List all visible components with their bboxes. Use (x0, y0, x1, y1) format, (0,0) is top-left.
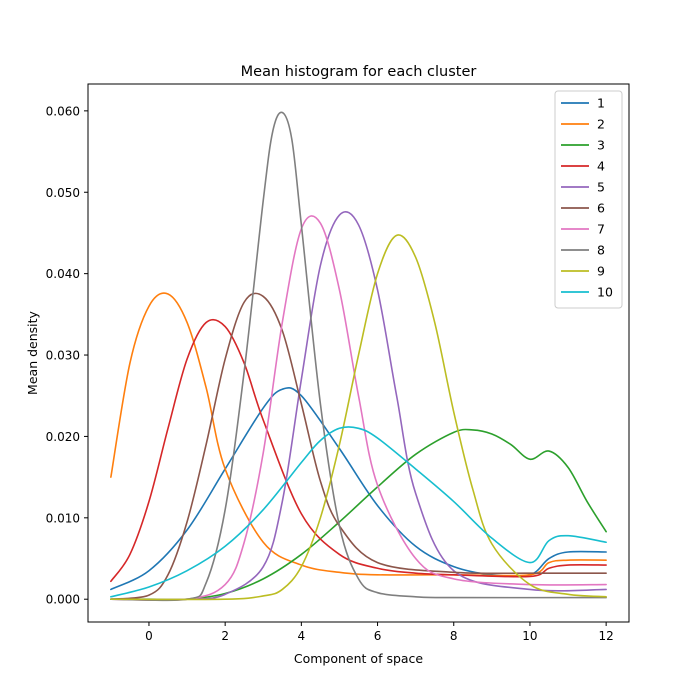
x-tick-label: 0 (145, 629, 153, 643)
series-line-10 (110, 426, 607, 598)
series-line-1 (110, 386, 607, 591)
legend-label-5: 5 (597, 180, 605, 195)
y-tick-label: 0.060 (46, 104, 80, 118)
series-line-8 (110, 111, 607, 602)
series-line-4 (110, 318, 607, 583)
y-tick-label: 0.000 (46, 593, 80, 607)
y-tick-label: 0.040 (46, 267, 80, 281)
legend-label-9: 9 (597, 264, 605, 279)
y-tick-label: 0.010 (46, 511, 80, 525)
series-line-3 (110, 428, 607, 601)
x-tick-label: 4 (298, 629, 306, 643)
x-tick-label: 10 (522, 629, 537, 643)
y-tick-label: 0.020 (46, 430, 80, 444)
x-tick-label: 2 (221, 629, 229, 643)
series-line-5 (110, 211, 607, 601)
y-axis-label: Mean density (25, 310, 40, 394)
series-line-6 (110, 292, 607, 601)
legend-label-7: 7 (597, 222, 605, 237)
x-axis: 0 2 4 6 8 10 12 (145, 622, 614, 643)
legend-label-10: 10 (597, 285, 613, 300)
legend-label-6: 6 (597, 201, 605, 216)
series-line-9 (110, 234, 607, 601)
legend-label-8: 8 (597, 243, 605, 258)
y-axis: 0.000 0.010 0.020 0.030 0.040 0.050 0.060 (46, 104, 88, 607)
x-tick-label: 6 (374, 629, 382, 643)
x-tick-label: 12 (599, 629, 614, 643)
plot-area (87, 83, 630, 623)
plot-frame (87, 83, 630, 623)
series-layer (110, 111, 607, 602)
legend-label-4: 4 (597, 159, 605, 174)
legend-label-2: 2 (597, 117, 605, 132)
y-tick-label: 0.030 (46, 349, 80, 363)
series-line-2 (110, 292, 607, 577)
legend: 1 2 3 4 5 6 7 8 9 10 (554, 90, 623, 309)
legend-label-1: 1 (597, 96, 605, 111)
legend-label-3: 3 (597, 138, 605, 153)
x-tick-label: 8 (450, 629, 458, 643)
series-line-7 (110, 215, 607, 602)
x-axis-label: Component of space (294, 651, 424, 666)
chart-title: Mean histogram for each cluster (241, 64, 477, 80)
y-tick-label: 0.050 (46, 186, 80, 200)
